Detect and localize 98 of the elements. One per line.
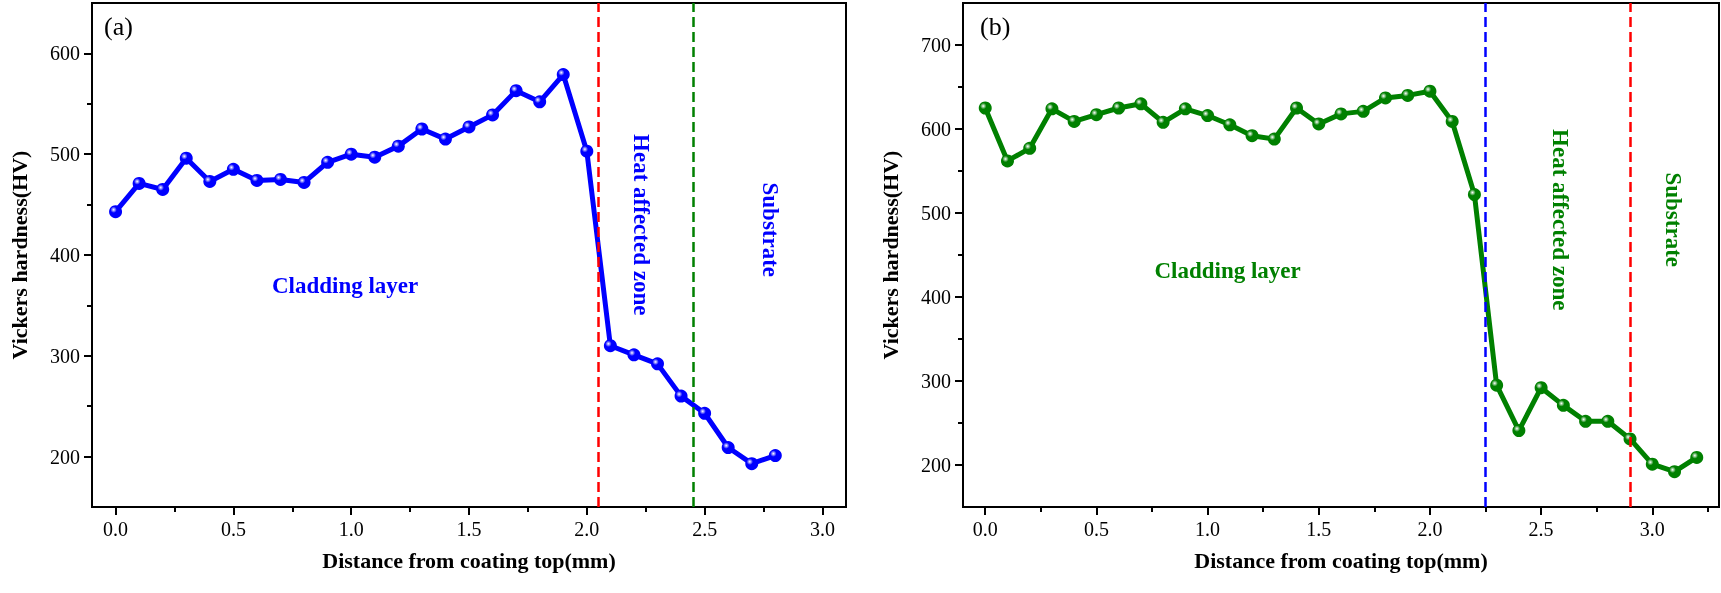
- point: [1023, 141, 1037, 155]
- point: [1334, 107, 1348, 121]
- point: [1378, 91, 1392, 105]
- x-tick-label: 0.0: [972, 518, 998, 540]
- point: [1312, 117, 1326, 131]
- point: [1245, 129, 1259, 143]
- annotation: Substrate: [1661, 172, 1687, 267]
- point: [1223, 118, 1237, 132]
- y-tick-label: 400: [50, 244, 80, 266]
- x-tick-label: 2.5: [692, 518, 718, 540]
- point: [1423, 84, 1437, 98]
- x-tick-label: 2.0: [574, 518, 600, 540]
- point: [1690, 450, 1704, 464]
- x-tick-label: 1.5: [456, 518, 482, 540]
- point: [156, 182, 170, 196]
- point: [580, 144, 594, 158]
- y-tick-label: 600: [921, 118, 951, 140]
- point: [368, 150, 382, 164]
- point: [321, 155, 335, 169]
- point: [556, 68, 570, 82]
- point: [203, 174, 217, 188]
- y-tick-label: 600: [50, 42, 80, 65]
- chart-title: (b): [980, 11, 1011, 41]
- point: [1201, 109, 1215, 123]
- point: [179, 151, 193, 165]
- point: [1467, 188, 1481, 202]
- y-tick-label: 200: [921, 454, 951, 476]
- point: [1490, 378, 1504, 392]
- point: [1156, 115, 1170, 129]
- x-axis-title: Distance from coating top(mm): [322, 547, 616, 573]
- point: [1579, 414, 1593, 428]
- y-tick-label: 300: [921, 370, 951, 392]
- point: [274, 172, 287, 186]
- y-tick-label: 500: [921, 202, 951, 224]
- point: [1067, 114, 1081, 128]
- point: [1112, 101, 1126, 115]
- point: [1512, 424, 1526, 438]
- x-axis-title: Distance from coating top(mm): [1194, 547, 1488, 573]
- annotation: Cladding layer: [1154, 257, 1301, 283]
- point: [462, 120, 476, 134]
- point: [698, 406, 712, 420]
- point: [745, 457, 759, 471]
- point: [1045, 102, 1059, 116]
- point: [1645, 457, 1659, 471]
- point: [1445, 114, 1459, 128]
- chart-title: (a): [104, 11, 133, 41]
- x-tick-label: 2.5: [1528, 518, 1554, 540]
- point: [1401, 88, 1415, 102]
- y-axis-title: Vickers hardness(HV): [877, 150, 903, 360]
- y-tick-label: 300: [50, 344, 80, 367]
- x-tick-label: 0.0: [103, 518, 129, 540]
- point: [674, 389, 688, 403]
- point: [1534, 381, 1548, 395]
- point: [1290, 101, 1304, 115]
- point: [438, 132, 452, 146]
- x-tick-label: 1.0: [338, 518, 364, 540]
- x-tick-label: 3.0: [809, 518, 835, 540]
- point: [627, 348, 641, 362]
- point: [651, 357, 664, 371]
- x-tick-label: 1.5: [1306, 518, 1332, 540]
- point: [1356, 104, 1370, 118]
- point: [1668, 465, 1682, 479]
- point: [721, 441, 735, 455]
- y-tick-label: 200: [50, 445, 80, 468]
- y-tick-label: 400: [921, 286, 951, 308]
- x-tick-label: 1.0: [1195, 518, 1221, 540]
- point: [978, 101, 992, 115]
- x-tick-label: 3.0: [1639, 518, 1665, 540]
- point: [344, 147, 358, 161]
- point: [1601, 414, 1615, 428]
- point: [1556, 398, 1570, 412]
- point: [1134, 97, 1148, 111]
- point: [1267, 132, 1281, 146]
- point: [1178, 102, 1192, 116]
- point: [226, 162, 240, 176]
- point: [109, 205, 123, 219]
- y-axis-title: Vickers hardness(HV): [6, 150, 32, 360]
- point: [250, 173, 264, 187]
- annotation: Heat affected zone: [628, 134, 654, 316]
- point: [415, 122, 429, 136]
- x-tick-label: 0.5: [220, 518, 246, 540]
- annotation: Substrate: [757, 182, 783, 278]
- point: [768, 449, 782, 463]
- x-tick-label: 0.5: [1083, 518, 1109, 540]
- annotation: Cladding layer: [271, 272, 419, 298]
- point: [132, 176, 146, 190]
- point: [1000, 154, 1014, 168]
- point: [391, 139, 405, 153]
- point: [533, 95, 547, 109]
- y-tick-label: 700: [921, 34, 951, 56]
- y-tick-label: 500: [50, 143, 80, 166]
- x-tick-label: 2.0: [1417, 518, 1443, 540]
- point: [603, 339, 617, 353]
- point: [486, 108, 500, 122]
- point: [1089, 108, 1103, 122]
- point: [509, 84, 523, 98]
- point: [297, 175, 311, 189]
- annotation: Heat affected zone: [1547, 129, 1573, 311]
